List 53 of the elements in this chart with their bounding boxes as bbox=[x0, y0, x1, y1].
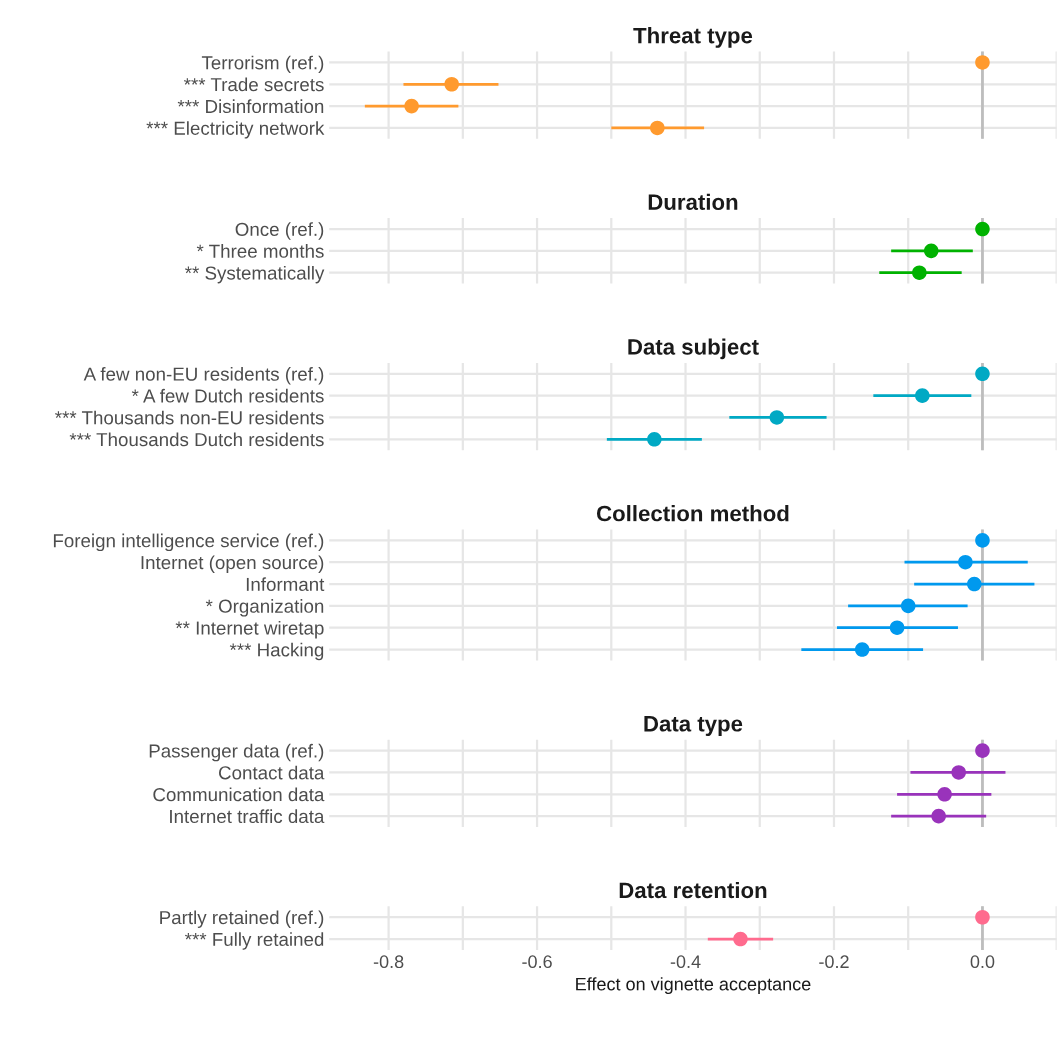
point bbox=[958, 554, 973, 570]
point bbox=[900, 598, 916, 614]
point bbox=[404, 98, 419, 114]
y-tick-label: A few non-EU residents (ref.) bbox=[83, 367, 324, 385]
y-tick-label: * A few Dutch residents bbox=[131, 388, 324, 403]
x-tick-label: -0.8 bbox=[373, 955, 404, 969]
y-tick-label: ** Internet wiretap bbox=[175, 620, 324, 639]
point bbox=[951, 765, 966, 780]
point bbox=[937, 787, 952, 802]
point bbox=[931, 808, 946, 824]
y-tick-label: Partly retained (ref.) bbox=[160, 910, 324, 928]
x-tick-label: -0.6 bbox=[522, 955, 552, 969]
point bbox=[647, 432, 662, 447]
x-tick-label: 0.0 bbox=[970, 955, 995, 969]
point bbox=[967, 576, 982, 592]
point bbox=[975, 55, 990, 70]
point bbox=[975, 533, 990, 548]
chart-title: Threat type bbox=[633, 27, 753, 48]
y-tick-label: *** Hacking bbox=[229, 642, 324, 661]
y-tick-label: Once (ref.) bbox=[235, 222, 324, 240]
y-tick-label: Passenger data (ref.) bbox=[149, 743, 324, 762]
point bbox=[650, 120, 665, 136]
y-tick-label: *** Electricity network bbox=[146, 121, 325, 139]
point bbox=[975, 366, 990, 382]
chart-title: Data type bbox=[644, 716, 743, 737]
y-tick-label: *** Thousands Dutch residents bbox=[69, 432, 324, 447]
point bbox=[915, 388, 930, 403]
point bbox=[889, 620, 905, 635]
y-tick-label: Informant bbox=[246, 577, 325, 592]
y-tick-label: Internet traffic data bbox=[170, 809, 325, 824]
point bbox=[444, 76, 459, 92]
x-tick-label: -0.2 bbox=[819, 955, 849, 969]
x-tick-label: -0.4 bbox=[670, 955, 701, 969]
y-tick-label: *** Thousands non-EU residents bbox=[55, 410, 324, 425]
chart-title: Duration bbox=[648, 193, 738, 211]
y-tick-label: Internet (open source) bbox=[141, 555, 324, 573]
y-tick-label: ** Systematically bbox=[185, 265, 325, 284]
y-tick-label: Foreign intelligence service (ref.) bbox=[53, 533, 324, 552]
point bbox=[769, 410, 785, 425]
y-tick-label: Terrorism (ref.) bbox=[201, 55, 324, 74]
y-tick-label: Contact data bbox=[219, 765, 325, 780]
y-tick-label: * Three months bbox=[196, 244, 324, 258]
chart-title: Collection method bbox=[596, 505, 789, 522]
chart-title: Data subject bbox=[628, 338, 759, 360]
point bbox=[854, 642, 870, 657]
y-tick-label: *** Fully retained bbox=[185, 932, 324, 950]
y-tick-label: *** Disinformation bbox=[177, 99, 324, 114]
point bbox=[975, 743, 990, 758]
y-tick-label: * Organization bbox=[205, 599, 324, 617]
y-tick-label: Communication data bbox=[153, 787, 325, 802]
chart-title: Data retention bbox=[619, 881, 767, 899]
y-tick-label: *** Trade secrets bbox=[183, 77, 324, 92]
x-axis-title: Effect on vignette acceptance bbox=[576, 977, 811, 995]
